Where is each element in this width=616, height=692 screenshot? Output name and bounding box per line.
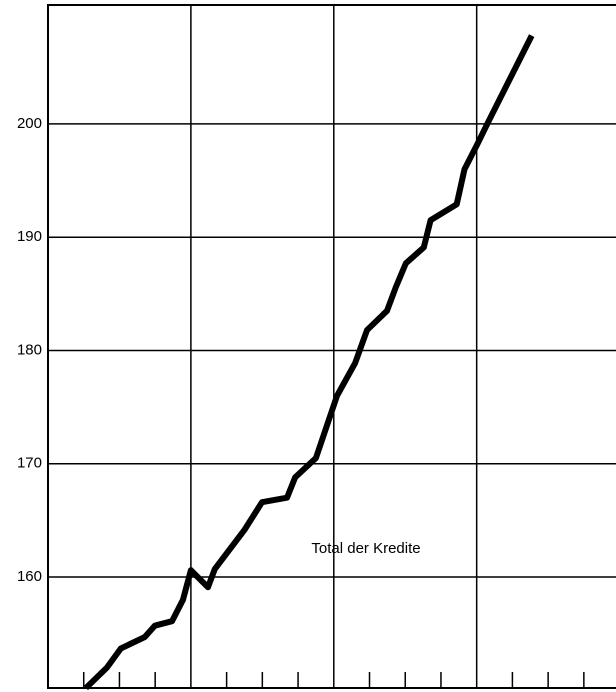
annotation: Total der Kredite <box>311 540 420 557</box>
y-tick-label: 190 <box>17 228 42 245</box>
y-tick-label: 200 <box>17 115 42 132</box>
plot-frame <box>47 4 616 689</box>
y-tick-label: 160 <box>17 568 42 585</box>
data-line <box>83 34 535 691</box>
y-tick-label: 170 <box>17 455 42 472</box>
y-tick-label: 180 <box>17 341 42 358</box>
